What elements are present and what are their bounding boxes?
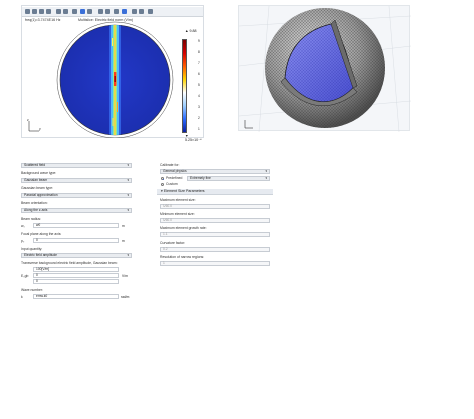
rotate-icon[interactable]: [63, 9, 68, 14]
narrow-regions-input[interactable]: 1: [160, 261, 270, 266]
field-disk-plot[interactable]: [51, 18, 179, 138]
max-size-input[interactable]: λ/60.0: [160, 204, 270, 209]
background-field-settings: Scattered field ▾ Background wave type: G…: [19, 160, 136, 305]
element-size-section-header[interactable]: ▾ Element Size Parameters: [157, 189, 273, 195]
wave-number-symbol: k: [21, 295, 23, 299]
background-wave-type-select[interactable]: Gaussian beam ▾: [21, 178, 132, 183]
plot-toolbar: [22, 7, 203, 17]
min-size-label: Minimum element size:: [160, 212, 195, 216]
focal-plane-unit: m: [122, 239, 125, 243]
wave-number-label: Wave number:: [21, 288, 43, 292]
gaussian-beam-type-select[interactable]: Paraxial approximation ▾: [21, 193, 132, 198]
axis-view-icon[interactable]: [80, 9, 85, 14]
growth-rate-label: Maximum element growth rate:: [160, 226, 207, 230]
field-type-select[interactable]: Scattered field ▾: [21, 163, 132, 168]
beam-orientation-label: Beam orientation:: [21, 201, 48, 205]
wireframe-icon[interactable]: [114, 9, 119, 14]
mesh-sphere-view[interactable]: [238, 5, 412, 133]
transparency-icon[interactable]: [98, 9, 103, 14]
print-icon[interactable]: [132, 9, 137, 14]
zoom-box-icon[interactable]: [25, 9, 30, 14]
colorbar-tick: 4: [198, 94, 200, 98]
colorbar-max-label: ▲ 9.88: [185, 29, 197, 33]
min-size-input[interactable]: λ/60.0: [160, 218, 270, 223]
outer-boundary: [56, 21, 174, 138]
amplitude-label: Transverse background electric field amp…: [21, 261, 118, 265]
chevron-down-icon: ▾: [127, 193, 129, 197]
beam-radius-input[interactable]: w0: [33, 223, 119, 228]
colorbar-tick: 6: [198, 72, 200, 76]
beam-radius-label: Beam radius:: [21, 217, 41, 221]
beam-radius-unit: m: [122, 224, 125, 228]
focal-plane-symbol: p₀: [21, 239, 25, 243]
focal-plane-input[interactable]: 0: [33, 238, 119, 243]
chevron-down-icon: ▾: [127, 163, 129, 167]
colorbar-tick: 7: [198, 61, 200, 65]
colorbar-tick: 5: [198, 83, 200, 87]
beam-radius-symbol: w₀: [21, 224, 25, 228]
plot-title: freq(1)=3.7474E16 Hz: [25, 18, 61, 22]
view-icon[interactable]: [72, 9, 77, 14]
axis-triad-icon: [244, 120, 253, 129]
max-size-label: Maximum element size:: [160, 198, 196, 202]
beam-stripe: [109, 25, 121, 135]
input-quantity-label: Input quantity:: [21, 247, 43, 251]
custom-label: Custom: [166, 182, 178, 186]
select-icon[interactable]: [56, 9, 61, 14]
axis-label-z: z: [27, 118, 29, 122]
zoom-out-icon[interactable]: [39, 9, 44, 14]
axis-triad-icon: z y: [27, 118, 41, 132]
colorbar-min-label: ▼ 5.25×10⁻⁴: [185, 134, 202, 142]
amplitude-symbol: E₀gb: [21, 274, 29, 278]
focal-plane-label: Focal plane along the axis:: [21, 232, 62, 236]
camera-icon[interactable]: [148, 9, 153, 14]
narrow-regions-label: Resolution of narrow regions:: [160, 255, 205, 259]
wave-number-input[interactable]: emw.k0: [33, 294, 119, 299]
colorbar-tick: 3: [198, 105, 200, 109]
beam-orientation-select[interactable]: Along the z-axis ▾: [21, 208, 132, 213]
render-icon[interactable]: [122, 9, 127, 14]
colorbar-tick: 1: [198, 127, 200, 131]
mesh-view-panel[interactable]: [238, 5, 412, 133]
chevron-down-icon: ▾: [127, 208, 129, 212]
custom-radio[interactable]: [161, 183, 164, 186]
input-quantity-select[interactable]: Electric field amplitude ▾: [21, 253, 132, 258]
wave-number-unit: rad/m: [121, 295, 130, 299]
export-image-icon[interactable]: [139, 9, 144, 14]
chevron-down-icon: ▾: [127, 253, 129, 257]
lights-icon[interactable]: [105, 9, 110, 14]
calibrate-for-select[interactable]: General physics ▾: [160, 169, 270, 174]
amplitude-unit: V/m: [122, 274, 128, 278]
curvature-factor-label: Curvature factor:: [160, 241, 186, 245]
amplitude-x-input[interactable]: 100[V/m]: [33, 267, 119, 272]
predefined-label: Predefined: [166, 176, 183, 180]
colorbar-tick: 9: [198, 39, 200, 43]
amplitude-z-input[interactable]: 0: [33, 279, 119, 284]
background-wave-type-label: Background wave type:: [21, 171, 57, 175]
gaussian-beam-type-label: Gaussian beam type:: [21, 186, 54, 190]
chevron-down-icon: ▾: [127, 178, 129, 182]
chevron-down-icon: ▾: [265, 176, 267, 180]
predefined-radio[interactable]: [161, 177, 164, 180]
field-plot-panel: freq(1)=3.7474E16 Hz Multislice: Electri…: [21, 5, 204, 142]
chevron-down-icon: ▾: [265, 169, 267, 173]
amplitude-y-input[interactable]: 0: [33, 273, 119, 278]
calibrate-for-label: Calibrate for:: [160, 163, 180, 167]
plot-subtitle: Multislice: Electric field norm (V/m): [78, 18, 134, 22]
zoom-in-icon[interactable]: [32, 9, 37, 14]
colorbar: [182, 39, 187, 133]
axis-label-y: y: [39, 127, 41, 131]
element-size-section-title: Element Size Parameters: [163, 189, 205, 193]
predefined-size-select[interactable]: Extremely fine ▾: [187, 176, 270, 181]
chevron-down-icon: ▾: [161, 189, 164, 193]
curvature-factor-input[interactable]: 0.2: [160, 247, 270, 252]
colorbar-tick: 8: [198, 50, 200, 54]
mesh-size-settings: Calibrate for: General physics ▾ Predefin…: [157, 160, 273, 285]
colorbar-tick: 2: [198, 116, 200, 120]
grid-icon[interactable]: [87, 9, 92, 14]
growth-rate-input[interactable]: 1.1: [160, 232, 270, 237]
zoom-extents-icon[interactable]: [46, 9, 51, 14]
